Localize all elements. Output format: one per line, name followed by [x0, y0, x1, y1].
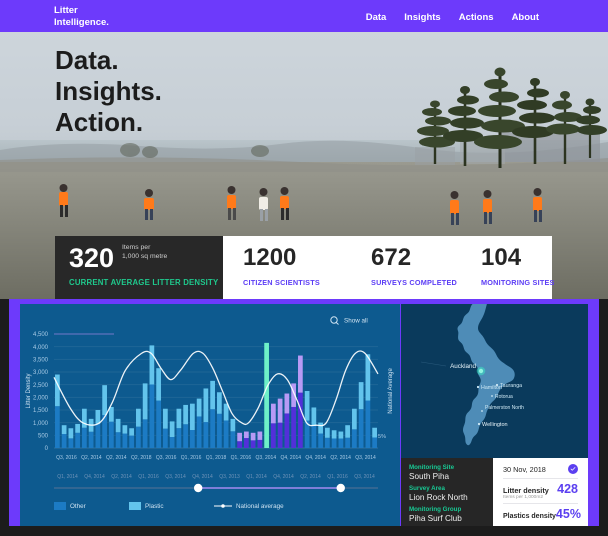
svg-text:1,000: 1,000: [33, 421, 49, 427]
svg-text:Q2, 2018: Q2, 2018: [131, 455, 152, 461]
svg-text:Q4, 2014: Q4, 2014: [84, 474, 105, 480]
svg-text:Q1, 2018: Q1, 2018: [206, 455, 227, 461]
svg-text:Q4, 2014: Q4, 2014: [280, 455, 301, 461]
svg-text:National Average: National Average: [388, 368, 394, 414]
svg-text:Palmerston North: Palmerston North: [485, 405, 524, 411]
svg-text:Rotorua: Rotorua: [495, 394, 513, 400]
svg-text:Q1, 2016: Q1, 2016: [181, 455, 202, 461]
svg-text:Litter Density: Litter Density: [26, 373, 32, 408]
svg-text:Q1, 2014: Q1, 2014: [57, 474, 78, 480]
svg-text:Q4, 2014: Q4, 2014: [273, 474, 294, 480]
svg-text:Q2, 2014: Q2, 2014: [81, 455, 102, 461]
svg-text:Show all: Show all: [344, 318, 368, 325]
svg-text:Q3, 2014: Q3, 2014: [354, 474, 375, 480]
svg-text:3,000: 3,000: [33, 370, 49, 376]
svg-text:Q2, 2014: Q2, 2014: [330, 455, 351, 461]
svg-text:Q3, 2016: Q3, 2016: [156, 455, 177, 461]
svg-text:Other: Other: [70, 503, 86, 510]
svg-text:5%: 5%: [378, 434, 386, 440]
svg-text:4,000: 4,000: [33, 345, 49, 351]
svg-text:Q2, 2014: Q2, 2014: [111, 474, 132, 480]
svg-text:Q3, 2016: Q3, 2016: [56, 455, 77, 461]
svg-text:Q2, 2014: Q2, 2014: [300, 474, 321, 480]
svg-text:Q1, 2016: Q1, 2016: [138, 474, 159, 480]
svg-text:Auckland: Auckland: [450, 363, 476, 370]
svg-text:4,500: 4,500: [33, 332, 49, 338]
svg-text:National average: National average: [236, 503, 284, 510]
svg-text:Q4, 2014: Q4, 2014: [192, 474, 213, 480]
svg-text:Tauranga: Tauranga: [500, 383, 522, 389]
svg-text:Q3, 2014: Q3, 2014: [355, 455, 376, 461]
svg-text:Q3, 2013: Q3, 2013: [219, 474, 240, 480]
svg-text:0: 0: [45, 446, 49, 452]
svg-text:Q4, 2014: Q4, 2014: [305, 455, 326, 461]
svg-text:Q1, 2016: Q1, 2016: [327, 474, 348, 480]
svg-text:1,500: 1,500: [33, 408, 49, 414]
svg-text:500: 500: [38, 434, 49, 440]
svg-text:2,000: 2,000: [33, 396, 49, 402]
svg-text:3,500: 3,500: [33, 358, 49, 364]
svg-text:Plastic: Plastic: [145, 503, 164, 510]
svg-text:Hamilton: Hamilton: [481, 385, 502, 391]
svg-text:Wellington: Wellington: [482, 422, 508, 428]
svg-text:Q3, 2014: Q3, 2014: [256, 455, 277, 461]
svg-text:Q1, 2014: Q1, 2014: [246, 474, 267, 480]
svg-text:Q1, 2016: Q1, 2016: [231, 455, 252, 461]
svg-text:2,500: 2,500: [33, 383, 49, 389]
svg-text:Q3, 2014: Q3, 2014: [165, 474, 186, 480]
svg-text:Q2, 2014: Q2, 2014: [106, 455, 127, 461]
